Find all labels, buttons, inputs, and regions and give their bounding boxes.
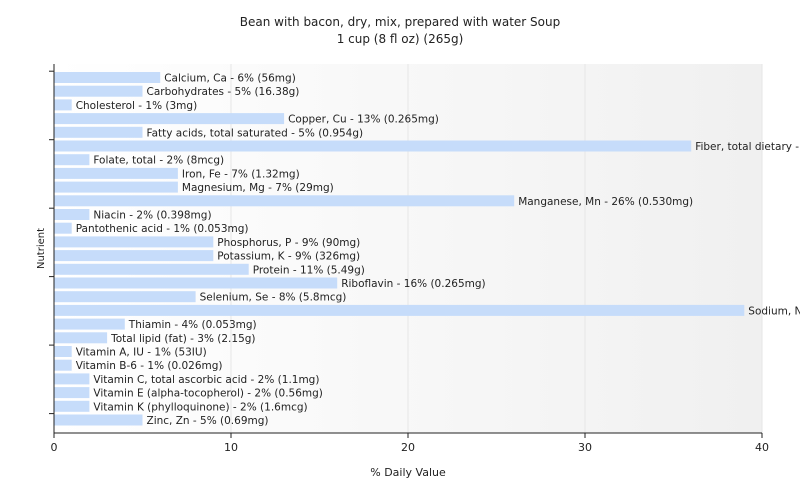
bar xyxy=(54,99,72,111)
bar xyxy=(54,195,515,207)
bar-label: Riboflavin - 16% (0.265mg) xyxy=(341,278,485,290)
bar-label: Sodium, Na - 39% (928mg) xyxy=(748,305,800,317)
bar xyxy=(54,222,72,234)
bar xyxy=(54,400,90,412)
bar-label: Vitamin B-6 - 1% (0.026mg) xyxy=(76,360,223,372)
bar-label: Fatty acids, total saturated - 5% (0.954… xyxy=(147,127,364,139)
bar xyxy=(54,140,692,152)
bar xyxy=(54,263,249,275)
bar-label: Fiber, total dietary - 36% (9.0g) xyxy=(695,141,800,153)
bar xyxy=(54,346,72,357)
bar-label: Phosphorus, P - 9% (90mg) xyxy=(217,237,360,249)
bar xyxy=(54,359,72,371)
x-tick-label: 20 xyxy=(401,441,415,454)
x-tick-label: 40 xyxy=(755,441,769,454)
bar-label: Folate, total - 2% (8mcg) xyxy=(93,155,224,167)
bar-label: Vitamin A, IU - 1% (53IU) xyxy=(76,347,207,359)
bar xyxy=(54,291,196,303)
bar-label: Protein - 11% (5.49g) xyxy=(253,264,365,276)
bar xyxy=(54,113,285,125)
bar xyxy=(54,373,90,385)
bar-label: Niacin - 2% (0.398mg) xyxy=(93,210,211,222)
x-tick-label: 10 xyxy=(224,441,238,454)
bar-label: Magnesium, Mg - 7% (29mg) xyxy=(182,182,334,194)
bar xyxy=(54,414,143,426)
bar-label: Manganese, Mn - 26% (0.530mg) xyxy=(518,196,693,208)
bar-label: Carbohydrates - 5% (16.38g) xyxy=(147,86,300,98)
bar xyxy=(54,181,178,193)
bar-label: Iron, Fe - 7% (1.32mg) xyxy=(182,168,300,180)
bar-label: Vitamin K (phylloquinone) - 2% (1.6mcg) xyxy=(93,401,307,413)
bar xyxy=(54,126,143,138)
bar-label: Selenium, Se - 8% (5.8mcg) xyxy=(200,292,347,304)
bar xyxy=(54,250,214,262)
bar xyxy=(54,236,214,248)
x-tick-label: 0 xyxy=(51,441,58,454)
bar-label: Pantothenic acid - 1% (0.053mg) xyxy=(76,223,249,235)
bar-label: Vitamin C, total ascorbic acid - 2% (1.1… xyxy=(93,374,319,386)
bar xyxy=(54,304,745,316)
chart-subtitle: 1 cup (8 fl oz) (265g) xyxy=(336,32,464,46)
y-axis-label: Nutrient xyxy=(36,228,47,269)
bar xyxy=(54,332,108,344)
bar-label: Potassium, K - 9% (326mg) xyxy=(217,251,360,263)
bar xyxy=(54,318,125,330)
bar xyxy=(54,72,161,83)
bar-label: Calcium, Ca - 6% (56mg) xyxy=(164,73,296,85)
bar xyxy=(54,154,90,166)
bar-label: Vitamin E (alpha-tocopherol) - 2% (0.56m… xyxy=(93,388,323,400)
bar xyxy=(54,387,90,399)
bar-label: Cholesterol - 1% (3mg) xyxy=(76,100,198,112)
x-axis-label: % Daily Value xyxy=(370,466,446,479)
bar xyxy=(54,277,338,289)
bar xyxy=(54,85,143,97)
bar xyxy=(54,209,90,220)
bar xyxy=(54,167,178,179)
x-tick-label: 30 xyxy=(578,441,592,454)
bar-label: Total lipid (fat) - 3% (2.15g) xyxy=(110,333,255,345)
bar-label: Copper, Cu - 13% (0.265mg) xyxy=(288,114,439,126)
bar-label: Zinc, Zn - 5% (0.69mg) xyxy=(147,415,269,427)
bar-label: Thiamin - 4% (0.053mg) xyxy=(128,319,257,331)
chart-title: Bean with bacon, dry, mix, prepared with… xyxy=(239,15,561,29)
